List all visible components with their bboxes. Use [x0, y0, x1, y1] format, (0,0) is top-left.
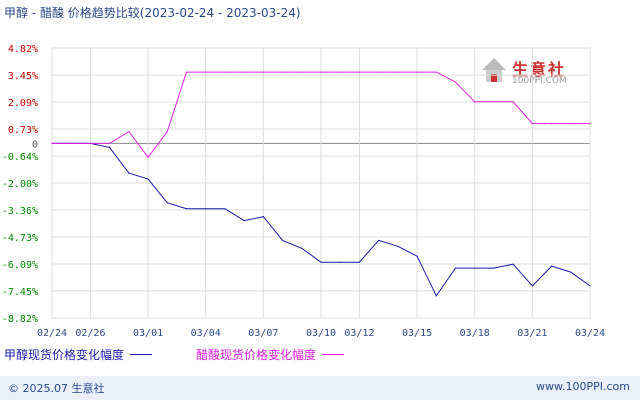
legend-item-methanol: 甲醇现货价格变化幅度 [4, 346, 153, 363]
data-point [128, 172, 130, 174]
y-tick-label: 0.73% [8, 125, 38, 136]
y-tick-label: 2.09% [8, 98, 38, 109]
data-point [166, 202, 168, 204]
data-point [51, 142, 53, 145]
x-tick-label: 03/18 [460, 328, 490, 339]
data-point [416, 71, 418, 73]
data-point [397, 71, 399, 73]
data-point [301, 247, 303, 249]
data-point [281, 239, 284, 242]
data-point [493, 101, 495, 103]
data-point [589, 123, 591, 125]
x-tick-label: 03/15 [402, 328, 432, 339]
x-tick-label: 03/01 [133, 328, 163, 339]
data-point [147, 156, 149, 158]
data-point [320, 261, 322, 263]
y-tick-label: 0 [32, 139, 38, 150]
logo: 生意社 100PPI.COM [480, 56, 578, 90]
data-point [166, 130, 168, 133]
data-point [570, 123, 572, 125]
data-point [435, 71, 437, 73]
legend-label: 甲醇现货价格变化幅度 [4, 348, 125, 362]
data-point [493, 267, 495, 269]
data-point [109, 142, 111, 145]
data-point [397, 245, 399, 247]
legend-swatch [322, 354, 345, 355]
legend-item-acetic-acid: 醋酸现货价格变化幅度 [196, 346, 345, 363]
data-point [531, 285, 533, 287]
logo-url: 100PPI.COM [512, 76, 567, 86]
data-point [185, 208, 188, 210]
y-tick-label: 4.82% [8, 44, 38, 55]
data-point [301, 71, 303, 73]
x-tick-label: 02/24 [37, 328, 67, 339]
data-point [550, 265, 553, 267]
data-point [358, 71, 361, 73]
data-point [243, 220, 245, 222]
legend-label: 醋酸现货价格变化幅度 [196, 348, 317, 362]
x-tick-label: 03/21 [517, 328, 547, 339]
data-point [454, 81, 457, 83]
data-point [589, 285, 591, 287]
data-point [89, 142, 92, 145]
footer-bar: © 2025.07 生意社 www.100PPI.com [0, 376, 640, 400]
data-point [378, 71, 380, 73]
data-point [474, 101, 476, 103]
data-point [339, 71, 341, 73]
data-point [339, 261, 341, 263]
data-point [512, 101, 514, 103]
copyright: © 2025.07 生意社 [8, 382, 105, 395]
y-tick-label: -2.00% [2, 179, 38, 190]
data-point [512, 263, 514, 265]
logo-name: 生意社 [512, 60, 567, 79]
data-point [205, 71, 207, 73]
y-tick-label: -7.45% [2, 287, 38, 298]
data-point [147, 178, 149, 180]
data-point [185, 71, 188, 73]
data-point [224, 71, 226, 73]
data-point [550, 123, 553, 125]
y-tick-label: -0.64% [2, 152, 38, 163]
y-tick-label: -8.82% [2, 314, 38, 325]
y-tick-label: 3.45% [8, 71, 38, 82]
data-point [320, 71, 322, 73]
data-point [224, 208, 226, 210]
data-point [205, 208, 207, 210]
data-point [570, 271, 572, 273]
data-point [531, 123, 533, 125]
y-tick-label: -6.09% [2, 260, 38, 271]
legend-swatch [130, 354, 153, 355]
data-point [281, 71, 284, 73]
site-link[interactable]: www.100PPI.com [536, 380, 630, 393]
data-point [70, 142, 72, 145]
data-point [474, 267, 476, 269]
y-tick-label: -4.73% [2, 233, 38, 244]
x-tick-label: 03/04 [191, 328, 221, 339]
x-tick-label: 02/26 [75, 328, 105, 339]
data-point [416, 255, 418, 257]
data-point [262, 216, 264, 218]
x-tick-label: 03/24 [575, 328, 605, 339]
data-point [262, 71, 264, 73]
data-point [378, 239, 380, 242]
data-point [109, 146, 111, 148]
data-point [435, 295, 437, 297]
data-point [243, 71, 245, 73]
data-point [454, 267, 457, 269]
house-logo-icon [482, 58, 506, 82]
y-tick-label: -3.36% [2, 206, 38, 217]
data-point [358, 261, 361, 263]
x-tick-label: 03/10 [306, 328, 336, 339]
x-tick-label: 03/07 [248, 328, 278, 339]
data-point [128, 130, 130, 133]
chart-title: 甲醇 - 醋酸 价格趋势比较(2023-02-24 - 2023-03-24) [4, 6, 301, 20]
x-tick-label: 03/12 [344, 328, 374, 339]
